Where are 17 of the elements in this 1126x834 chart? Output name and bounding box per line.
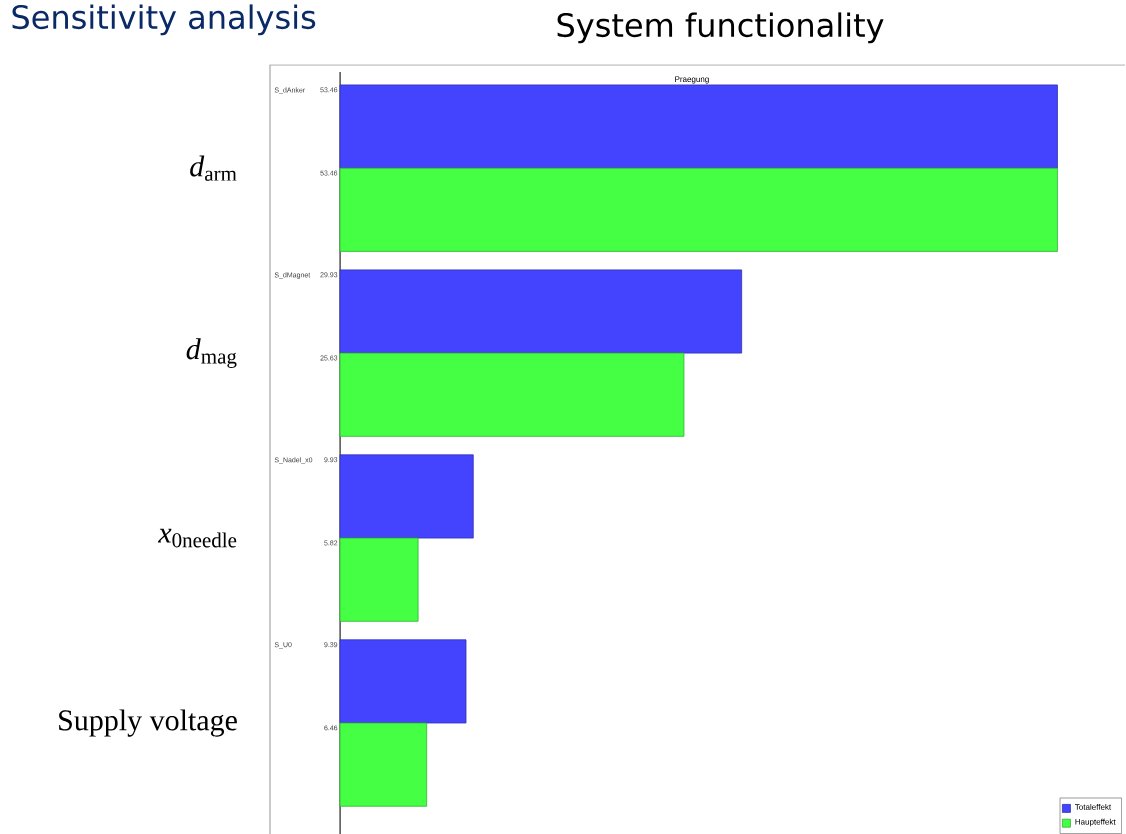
legend-label: Totaleffekt	[1075, 803, 1112, 810]
bar	[339, 269, 743, 354]
annotation: Praegung	[675, 76, 709, 84]
chart-title: Sensitivity analysis	[12, 4, 316, 36]
bar	[339, 167, 1058, 252]
y-tick-label: d$_{mag}$	[186, 338, 237, 368]
y-tick-label: d$_{arm}$	[190, 155, 237, 181]
bar	[339, 454, 474, 539]
bar	[339, 84, 1058, 169]
bar	[339, 537, 419, 622]
legend-label: Haupteffekt	[1075, 818, 1116, 827]
y-tick-label: x$_{0needle}$	[157, 528, 237, 548]
chart-subtitle: System functionality	[557, 12, 884, 44]
bar	[339, 639, 467, 724]
y-tick-label: Supply voltage	[59, 709, 237, 737]
bar	[339, 352, 685, 437]
bar	[339, 722, 428, 807]
